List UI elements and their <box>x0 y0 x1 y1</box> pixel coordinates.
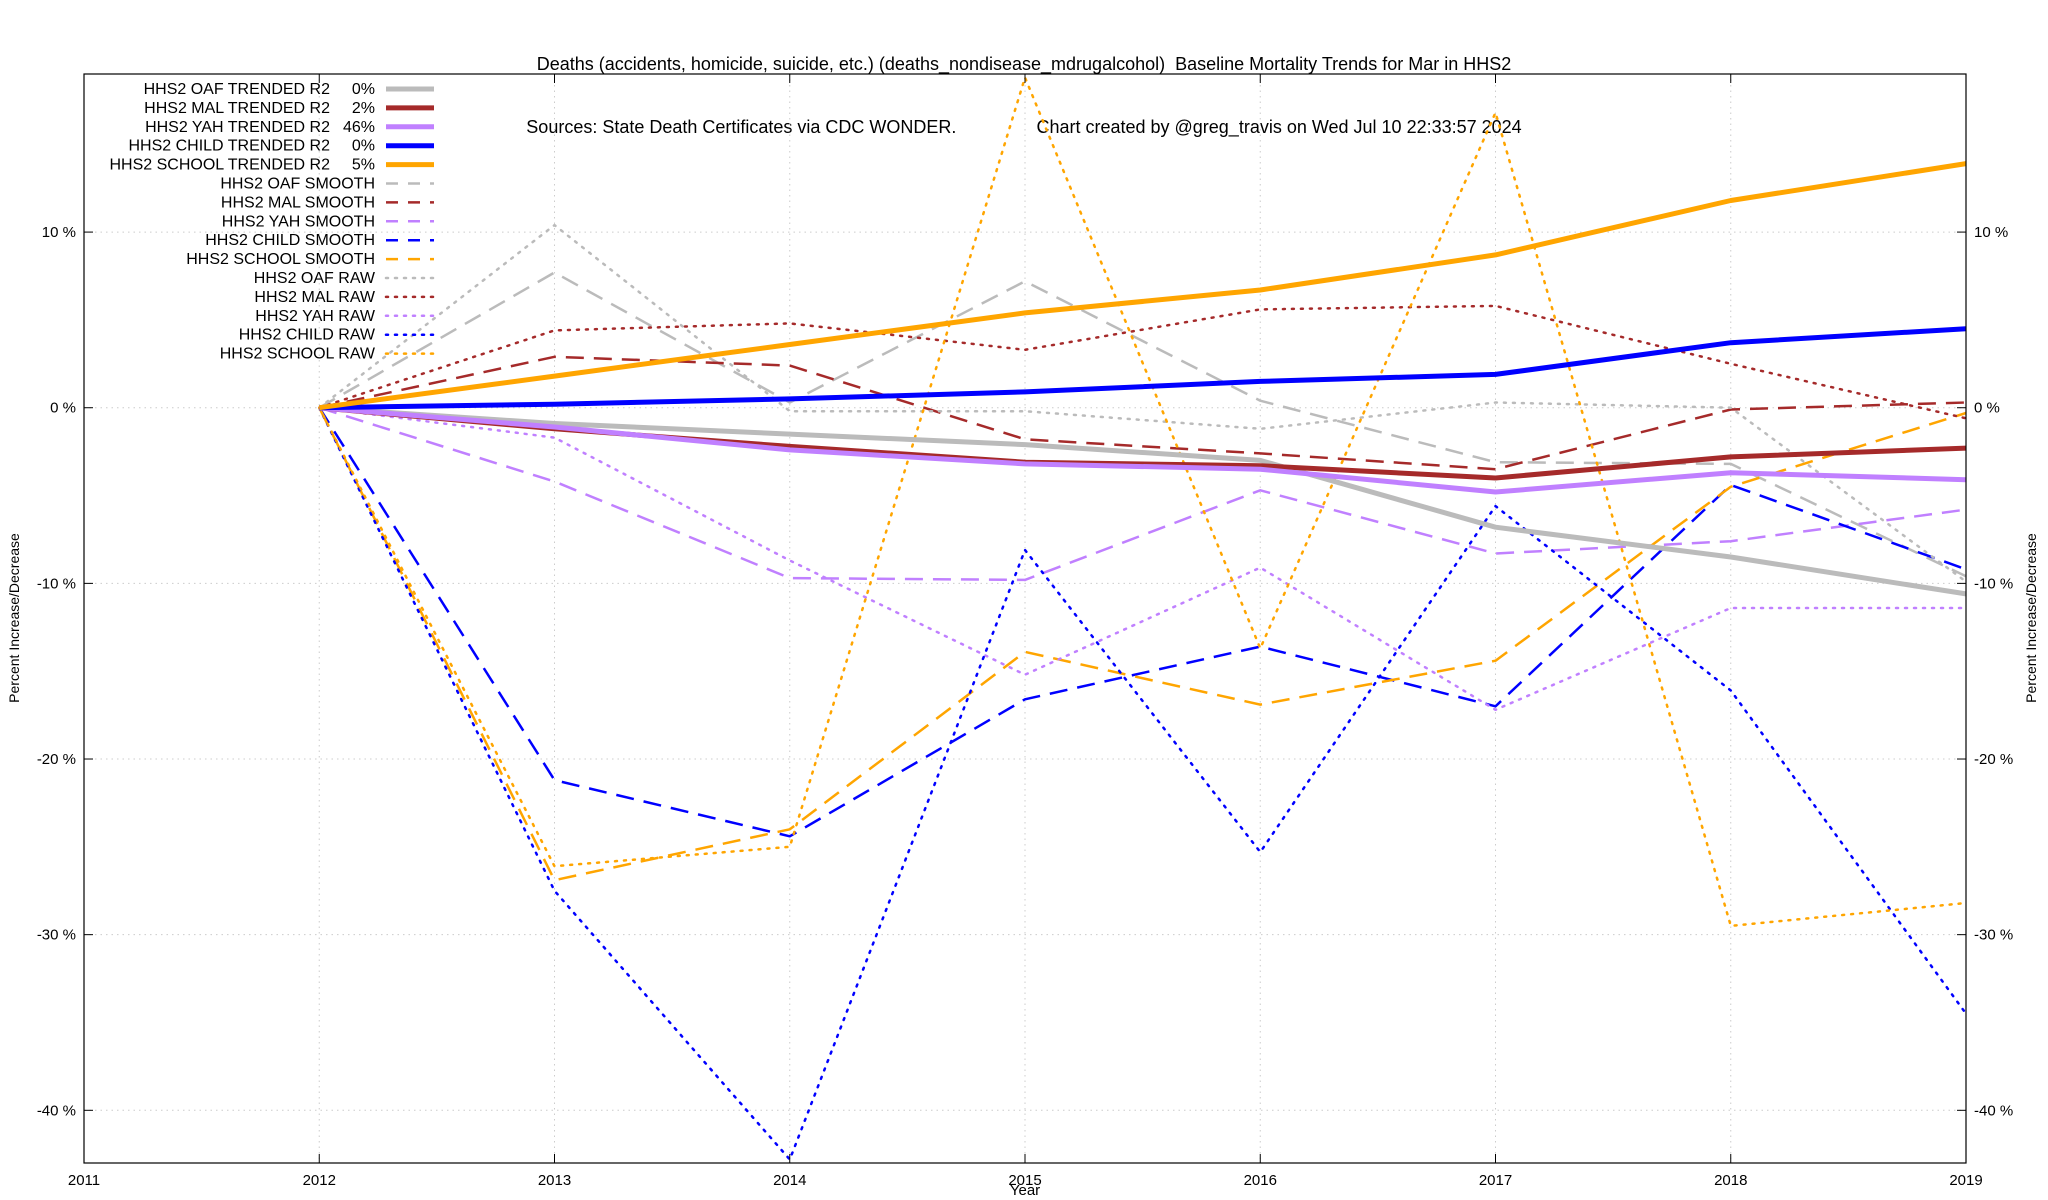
series-line-hhs2-yah-smooth <box>318 406 1967 582</box>
legend-label-hhs2-mal-trended-r2: HHS2 MAL TRENDED R2 <box>144 100 330 117</box>
legend-label-hhs2-mal-raw: HHS2 MAL RAW <box>254 289 376 306</box>
legend-label-hhs2-oaf-trended-r2: HHS2 OAF TRENDED R2 <box>144 81 331 98</box>
series-line-hhs2-school-smooth <box>318 407 1967 882</box>
y-tick-label-right: -20 % <box>1974 751 2013 768</box>
legend-label-hhs2-mal-smooth: HHS2 MAL SMOOTH <box>221 194 375 211</box>
legend-label-hhs2-school-raw: HHS2 SCHOOL RAW <box>220 346 376 363</box>
axes: -40 % -40 % -30 % -30 % -20 % -20 % -10 % -10 %… <box>37 74 2013 1189</box>
y-tick-label: -40 % <box>37 1102 76 1119</box>
x-tick-label: 2015 <box>1008 1172 1041 1189</box>
legend-r2-hhs2-oaf-trended-r2: 0% <box>352 81 375 98</box>
series-line-hhs2-child-smooth <box>318 407 1967 838</box>
legend-label-hhs2-school-smooth: HHS2 SCHOOL SMOOTH <box>186 251 375 268</box>
legend-label-hhs2-child-smooth: HHS2 CHILD SMOOTH <box>205 232 375 249</box>
legend-label-hhs2-school-trended-r2: HHS2 SCHOOL TRENDED R2 <box>110 157 331 174</box>
x-tick-label: 2016 <box>1244 1172 1277 1189</box>
chart-title: Deaths (accidents, homicide, suicide, et… <box>536 54 1512 74</box>
series-line-hhs2-school-trended-r2 <box>318 161 1967 411</box>
legend-label-hhs2-child-raw: HHS2 CHILD RAW <box>239 327 376 344</box>
legend-r2-hhs2-mal-trended-r2: 2% <box>352 100 375 117</box>
series-line-hhs2-child-trended-r2 <box>319 326 1967 411</box>
y-axis-label-right: Percent Increase/Decrease <box>2023 533 2039 703</box>
legend-r2-hhs2-yah-trended-r2: 46% <box>343 119 375 136</box>
legend-label-hhs2-oaf-raw: HHS2 OAF RAW <box>254 270 376 287</box>
legend-r2-hhs2-school-trended-r2: 5% <box>352 157 375 174</box>
y-tick-label: -30 % <box>37 927 76 944</box>
x-tick-label: 2019 <box>1949 1172 1982 1189</box>
x-tick-label: 2012 <box>303 1172 336 1189</box>
chart-title-block: Deaths (accidents, homicide, suicide, et… <box>0 12 2048 159</box>
legend-label-hhs2-oaf-smooth: HHS2 OAF SMOOTH <box>220 176 375 193</box>
x-tick-label: 2011 <box>68 1172 100 1189</box>
series-line-hhs2-child-raw <box>318 406 1968 1161</box>
series-lines <box>318 76 1968 1161</box>
y-tick-label-right: 0 % <box>1974 400 2000 417</box>
y-tick-label: -10 % <box>37 575 76 592</box>
x-tick-label: 2014 <box>773 1172 806 1189</box>
legend-label-hhs2-yah-raw: HHS2 YAH RAW <box>255 308 376 325</box>
legend: HHS2 OAF TRENDED R2 0% HHS2 MAL TRENDED R2… <box>110 81 436 363</box>
series-line-hhs2-oaf-trended-r2 <box>319 405 1967 597</box>
x-tick-label: 2017 <box>1479 1172 1512 1189</box>
y-tick-label-right: -30 % <box>1974 927 2013 944</box>
y-tick-label-right: -40 % <box>1974 1102 2013 1119</box>
legend-r2-hhs2-child-trended-r2: 0% <box>352 138 375 155</box>
chart-subtitle: Sources: State Death Certificates via CD… <box>526 117 1522 137</box>
legend-label-hhs2-yah-trended-r2: HHS2 YAH TRENDED R2 <box>145 119 330 136</box>
series-line-hhs2-oaf-smooth <box>318 271 1967 578</box>
x-tick-label: 2018 <box>1714 1172 1747 1189</box>
series-line-hhs2-yah-trended-r2 <box>319 405 1967 495</box>
series-line-hhs2-mal-smooth <box>319 355 1967 471</box>
legend-label-hhs2-child-trended-r2: HHS2 CHILD TRENDED R2 <box>128 138 330 155</box>
y-tick-label: 10 % <box>42 224 76 241</box>
x-axis-label: Year <box>1010 1182 1040 1199</box>
x-tick-label: 2013 <box>538 1172 571 1189</box>
series-line-hhs2-mal-raw <box>318 304 1968 420</box>
series-line-hhs2-yah-raw <box>318 406 1968 712</box>
y-tick-label-right: 10 % <box>1974 224 2008 241</box>
y-tick-label: -20 % <box>37 751 76 768</box>
y-axis-label-left: Percent Increase/Decrease <box>6 533 22 703</box>
y-tick-label: 0 % <box>50 400 76 417</box>
y-tick-label-right: -10 % <box>1974 575 2013 592</box>
series-line-hhs2-school-raw <box>318 76 1968 928</box>
legend-label-hhs2-yah-smooth: HHS2 YAH SMOOTH <box>222 213 375 230</box>
